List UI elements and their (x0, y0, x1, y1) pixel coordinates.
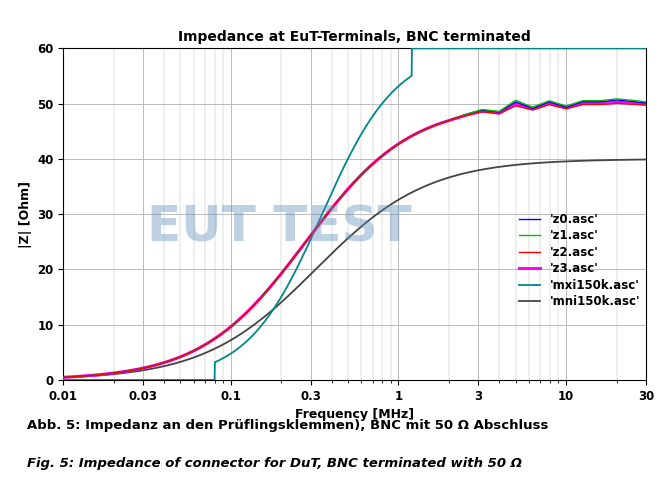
Title: Impedance at EuT-Terminals, BNC terminated: Impedance at EuT-Terminals, BNC terminat… (178, 30, 531, 45)
Legend: 'z0.asc', 'z1.asc', 'z2.asc', 'z3.asc', 'mxi150k.asc', 'mni150k.asc': 'z0.asc', 'z1.asc', 'z2.asc', 'z3.asc', … (519, 213, 640, 308)
Y-axis label: |Z| [Ohm]: |Z| [Ohm] (19, 181, 31, 248)
Text: Abb. 5: Impedanz an den Prüflingsklemmen), BNC mit 50 Ω Abschluss: Abb. 5: Impedanz an den Prüflingsklemmen… (27, 419, 548, 432)
X-axis label: Frequency [MHz]: Frequency [MHz] (295, 408, 414, 421)
Text: Fig. 5: Impedance of connector for DuT, BNC terminated with 50 Ω: Fig. 5: Impedance of connector for DuT, … (27, 457, 521, 470)
Text: EUT TEST: EUT TEST (147, 203, 411, 251)
